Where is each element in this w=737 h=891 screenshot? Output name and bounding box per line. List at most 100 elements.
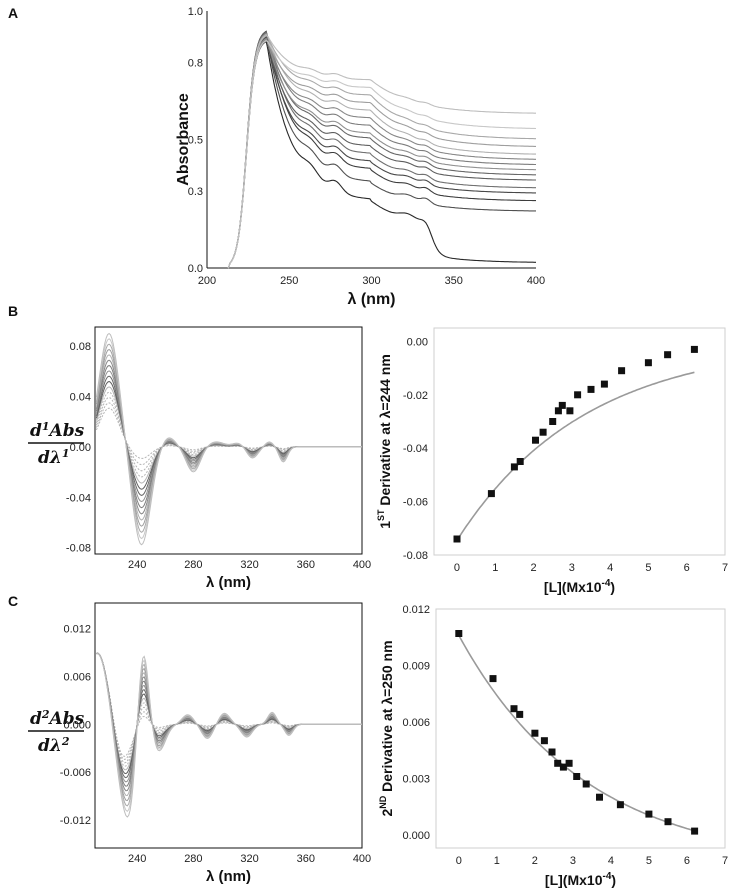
absorbance-series-1 bbox=[227, 40, 536, 269]
x-tick-label: 250 bbox=[280, 275, 298, 287]
data-point bbox=[510, 463, 518, 471]
x-tick-label: 280 bbox=[184, 853, 202, 865]
x-tick-label: 1 bbox=[492, 562, 498, 574]
chart-second-derivative-fit: 0.012 0.009 0.006 0.003 0.000 0 1 2 3 4 5 6 7 [L](Mx1… bbox=[378, 604, 728, 888]
y-tick-label: 0.08 bbox=[70, 341, 91, 353]
absorbance-series-8 bbox=[227, 37, 536, 269]
data-point bbox=[691, 827, 699, 835]
chart-second-derivative-spectra: 0.012 0.006 0.000 -0.006 -0.012 240 280 320 360 4… bbox=[60, 602, 371, 885]
derivative-series-4 bbox=[96, 652, 362, 767]
x-tick-label: 5 bbox=[646, 855, 652, 867]
data-point bbox=[453, 535, 461, 543]
data-point bbox=[596, 793, 603, 801]
derivative-series-5 bbox=[96, 652, 362, 771]
x-tick-label: 0 bbox=[454, 562, 460, 574]
x-tick-label: 240 bbox=[128, 559, 146, 571]
derivative-series-6 bbox=[95, 380, 362, 490]
x-tick-label: 5 bbox=[645, 562, 651, 574]
fit-curve bbox=[456, 371, 695, 541]
y-tick-label: 0.00 bbox=[70, 442, 91, 454]
x-tick-label: 240 bbox=[128, 853, 146, 865]
chart-first-derivative-spectra: 0.08 0.04 0.00 -0.04 -0.08 240 280 320 360 400 λ (… bbox=[66, 326, 371, 591]
y-tick-label: -0.04 bbox=[403, 443, 428, 455]
fraction-label-b: d1Abs dλ1 bbox=[28, 420, 85, 468]
data-point bbox=[690, 345, 698, 353]
data-point bbox=[582, 780, 590, 788]
y-tick-label: 0.0 bbox=[188, 263, 203, 275]
x-axis-label: [L](Mx10-4) bbox=[544, 578, 615, 595]
svg-text:dλ1: dλ1 bbox=[38, 447, 69, 468]
data-point bbox=[455, 630, 463, 637]
x-tick-label: 360 bbox=[297, 853, 315, 865]
y-tick-label: -0.04 bbox=[66, 492, 91, 504]
x-tick-label: 6 bbox=[684, 855, 690, 867]
x-tick-label: 7 bbox=[722, 855, 728, 867]
y-tick-label: 0.3 bbox=[188, 186, 203, 198]
derivative-series-3 bbox=[95, 397, 362, 472]
plot-frame bbox=[433, 327, 726, 556]
y-axis-label: 1ST Derivative at λ=244 nm bbox=[376, 354, 393, 529]
data-point bbox=[540, 737, 548, 745]
derivative-series-14 bbox=[96, 652, 362, 812]
data-point bbox=[539, 428, 547, 436]
data-point bbox=[554, 407, 562, 415]
y-tick-label: -0.08 bbox=[66, 543, 91, 555]
x-tick-label: 300 bbox=[362, 275, 380, 287]
x-tick-label: 320 bbox=[240, 853, 258, 865]
y-tick-label: 1.0 bbox=[188, 6, 203, 18]
x-tick-label: 280 bbox=[184, 559, 202, 571]
data-point bbox=[532, 436, 539, 444]
derivative-series-12 bbox=[95, 348, 362, 527]
chart-absorbance: 0.0 0.3 0.5 0.8 1.0 200 250 300 350 400 λ (nm) Abso… bbox=[175, 6, 545, 308]
data-point bbox=[587, 385, 595, 393]
x-tick-label: 2 bbox=[530, 562, 536, 574]
y-tick-label: 0.012 bbox=[63, 624, 91, 636]
svg-text:d2Abs: d2Abs bbox=[30, 708, 85, 729]
derivative-series-1 bbox=[95, 407, 362, 459]
data-point bbox=[566, 407, 574, 415]
data-point bbox=[489, 675, 497, 683]
data-point bbox=[559, 763, 567, 771]
x-axis-label: λ (nm) bbox=[206, 868, 251, 885]
derivative-series-10 bbox=[96, 652, 362, 792]
absorbance-series-4 bbox=[227, 36, 536, 269]
data-point bbox=[616, 801, 624, 809]
x-tick-label: 4 bbox=[607, 562, 613, 574]
fit-curve bbox=[458, 634, 695, 832]
y-tick-label: 0.00 bbox=[407, 336, 428, 348]
data-point bbox=[549, 418, 557, 425]
data-point bbox=[574, 391, 582, 399]
x-tick-label: 3 bbox=[569, 562, 575, 574]
svg-text:dλ2: dλ2 bbox=[38, 735, 70, 756]
data-point bbox=[618, 367, 626, 375]
panel-label-b: B bbox=[8, 303, 18, 319]
data-point bbox=[664, 818, 672, 826]
y-tick-label: 0.8 bbox=[188, 57, 203, 69]
y-tick-label: -0.08 bbox=[403, 550, 428, 562]
x-tick-label: 6 bbox=[684, 562, 690, 574]
x-tick-label: 2 bbox=[532, 855, 538, 867]
x-tick-label: 350 bbox=[445, 275, 463, 287]
data-point bbox=[516, 458, 524, 465]
y-tick-label: 0.009 bbox=[402, 660, 430, 672]
data-point bbox=[565, 759, 573, 767]
data-point bbox=[516, 710, 524, 718]
x-tick-label: 320 bbox=[240, 559, 258, 571]
absorbance-series-2 bbox=[227, 35, 536, 269]
y-tick-label: 0.5 bbox=[188, 135, 203, 147]
y-tick-label: -0.02 bbox=[403, 390, 428, 402]
y-tick-label: 0.000 bbox=[402, 830, 430, 842]
data-point bbox=[510, 705, 518, 713]
x-tick-label: 400 bbox=[353, 559, 371, 571]
x-axis-label: [L](Mx10-4) bbox=[545, 871, 616, 888]
x-tick-label: 400 bbox=[353, 853, 371, 865]
y-tick-label: -0.006 bbox=[60, 767, 91, 779]
chart-first-derivative-fit: 0.00 -0.02 -0.04 -0.06 -0.08 0 1 2 3 4 5 6 7 [L](Mx10… bbox=[376, 327, 728, 595]
x-tick-label: 3 bbox=[570, 855, 576, 867]
x-tick-label: 0 bbox=[456, 855, 462, 867]
data-point bbox=[487, 490, 495, 498]
data-point bbox=[645, 810, 653, 818]
svg-text:d1Abs: d1Abs bbox=[30, 420, 85, 441]
data-point bbox=[554, 759, 562, 767]
